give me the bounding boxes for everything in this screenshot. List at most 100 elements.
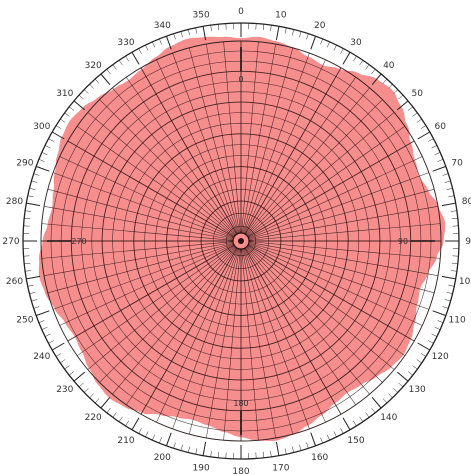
grid-spoke [243, 53, 310, 234]
rim-tick [35, 310, 50, 317]
rim-tick [44, 333, 51, 337]
rim-tick [118, 416, 123, 422]
rim-tick [73, 100, 86, 111]
rim-tick [416, 118, 422, 123]
rim-tick [31, 299, 38, 302]
rim-tick [365, 412, 370, 418]
grid-spoke [43, 242, 234, 276]
grid-spoke [112, 246, 237, 395]
rim-tick [407, 106, 413, 111]
rim-tick [173, 442, 176, 449]
rim-tick [333, 44, 337, 51]
rim-tick [195, 27, 198, 34]
cardinal-marker-label: 0 [238, 75, 243, 84]
rim-tick [326, 41, 330, 48]
rim-group [22, 22, 460, 460]
rim-tick [202, 26, 207, 41]
rim-label: 110 [449, 316, 466, 326]
rim-tick [393, 388, 398, 393]
rim-label: 270 [2, 237, 19, 247]
grid-spoke [99, 246, 236, 383]
rim-tick [27, 284, 34, 287]
rim-tick [159, 38, 162, 45]
rim-tick [152, 41, 156, 48]
rim-tick [55, 353, 62, 357]
rim-tick [270, 450, 272, 457]
rim-tick [38, 159, 45, 162]
rim-tick [444, 180, 451, 183]
rim-label: 0 [238, 7, 244, 17]
grid-spoke [248, 223, 441, 241]
rim-tick [188, 29, 190, 36]
rim-tick [51, 131, 65, 140]
rim-tick [38, 320, 45, 323]
rim-tick [431, 333, 438, 337]
rim-tick [382, 78, 388, 84]
rim-label: 220 [85, 413, 102, 423]
rim-label: 140 [380, 413, 397, 423]
rim-tick [416, 359, 422, 364]
rim-label: 280 [6, 197, 23, 207]
rim-tick [33, 173, 40, 176]
rim-tick [125, 420, 129, 427]
rim-tick [388, 393, 393, 398]
grid-spoke [244, 247, 342, 415]
rim-tick [306, 33, 309, 40]
rim-tick [44, 145, 51, 149]
grid-spoke [248, 242, 435, 294]
rim-tick [333, 431, 337, 438]
rim-tick [437, 320, 444, 323]
rim-tick [180, 444, 183, 451]
rim-tick [299, 31, 302, 38]
rim-tick [442, 173, 449, 176]
rim-label: 100 [459, 277, 471, 287]
grid-spoke [87, 245, 236, 370]
rim-tick [24, 217, 31, 220]
rim-label: 240 [33, 352, 50, 362]
rim-tick [73, 371, 86, 382]
rim-label: 250 [16, 316, 33, 326]
rim-tick [159, 437, 162, 444]
grid-spoke [206, 248, 240, 439]
rim-tick [284, 448, 287, 455]
grid-spoke [247, 244, 415, 342]
rim-tick [217, 451, 220, 458]
rim-tick [420, 125, 427, 129]
rim-tick [432, 165, 447, 172]
rim-tick [417, 342, 431, 351]
rim-tick [326, 434, 330, 441]
rim-tick [210, 450, 212, 457]
rim-tick [420, 353, 427, 357]
grid-spoke [87, 112, 236, 237]
grid-spoke [140, 247, 238, 415]
inner-rim [40, 40, 442, 442]
rim-tick [396, 100, 409, 111]
grid-spoke [246, 99, 383, 236]
rim-tick [138, 428, 142, 434]
grid-spoke [247, 126, 405, 237]
rim-tick [398, 94, 404, 100]
rim-tick [173, 33, 176, 40]
rim-tick [371, 69, 376, 75]
rim-tick [340, 48, 344, 54]
grid-spoke [41, 223, 234, 241]
rim-tick [33, 306, 40, 309]
rim-tick [388, 84, 393, 89]
rim-tick [25, 210, 32, 212]
grid-spoke [126, 247, 237, 405]
rim-label: 310 [56, 89, 73, 99]
grid-spoke [59, 156, 234, 238]
grid-spoke [248, 172, 429, 239]
cardinal-marker-label: 90 [398, 237, 408, 246]
grid-spoke [248, 241, 441, 259]
rim-tick [55, 125, 62, 129]
grid-spoke [241, 248, 259, 441]
rim-tick [382, 398, 388, 404]
rim-tick [407, 371, 413, 376]
rim-label: 180 [232, 467, 249, 475]
rim-tick [320, 437, 323, 444]
grid-spoke [245, 77, 356, 235]
rim-tick [448, 284, 455, 287]
